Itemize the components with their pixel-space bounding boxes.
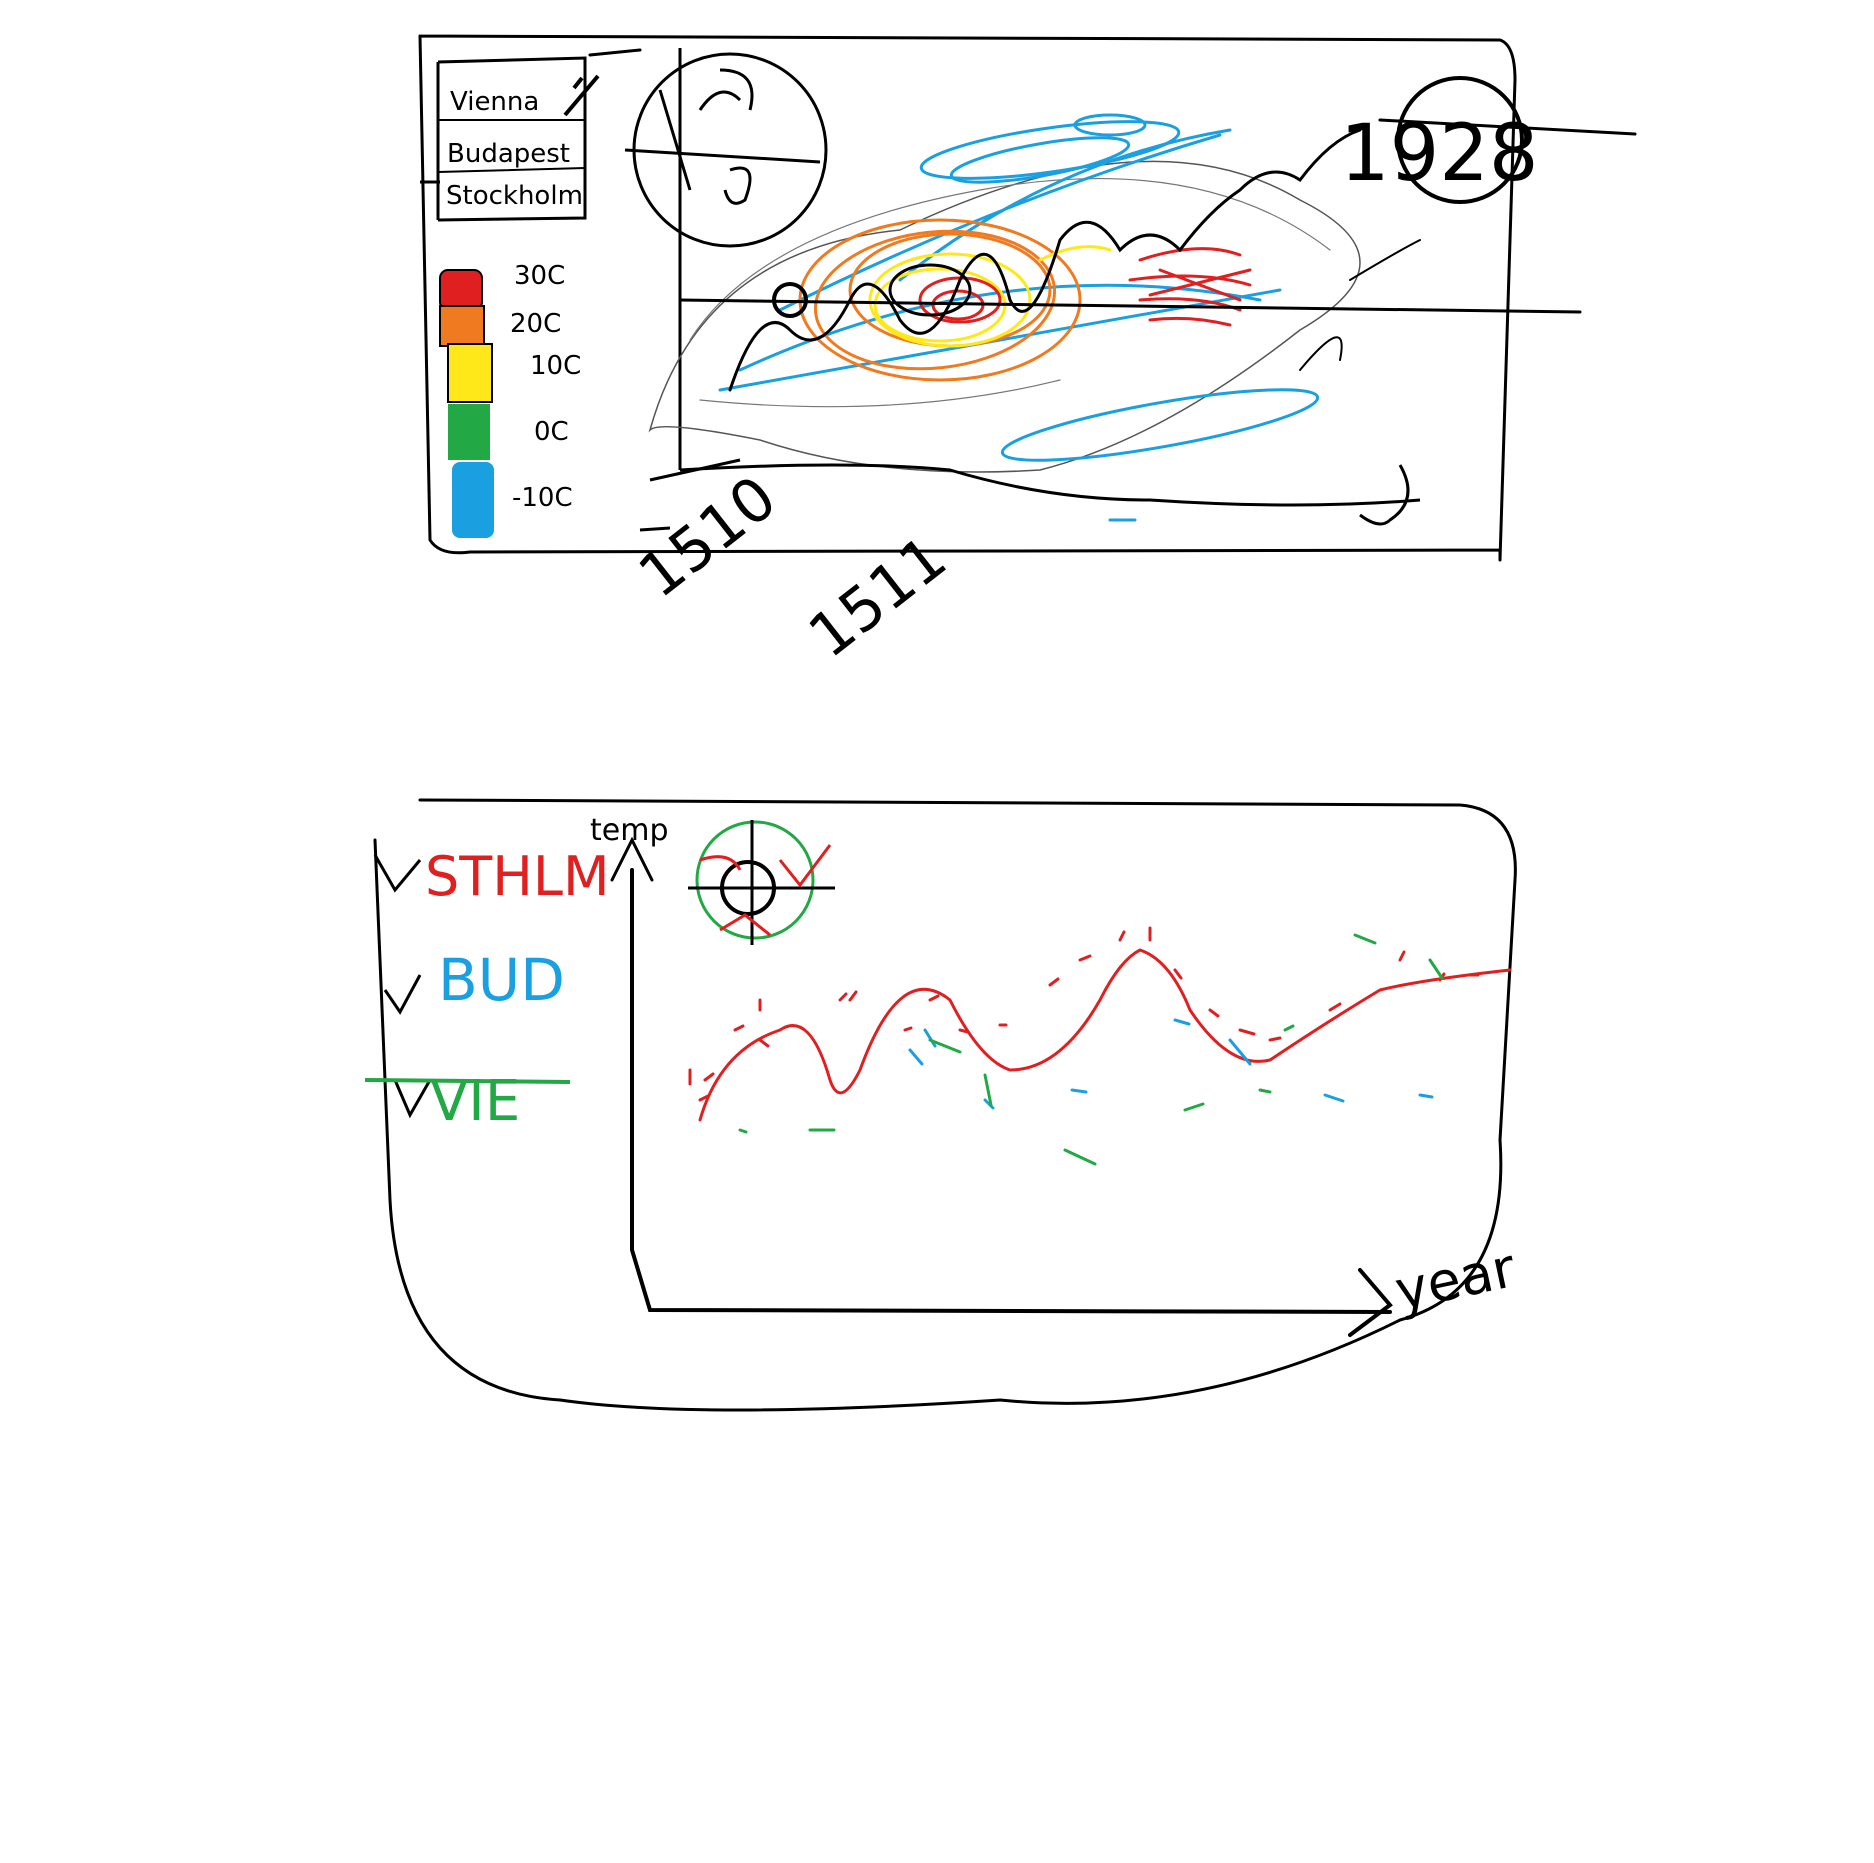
y-axis-label: temp	[590, 813, 669, 848]
scale-swatch-green	[448, 404, 490, 460]
year-end-label: 1928	[1340, 109, 1539, 199]
scale-label: 30C	[514, 261, 565, 291]
top-panel	[418, 34, 1637, 562]
temp-scale: 30C 20C 10C 0C -10C	[439, 261, 581, 538]
series-legend: STHLM BUD VIE	[364, 845, 610, 1134]
scale-swatch-orange	[439, 305, 485, 347]
legend-checkbox[interactable]	[383, 974, 422, 1015]
compass-icon[interactable]	[624, 48, 828, 470]
top-panel-frame	[418, 34, 1517, 562]
legend-label-bud[interactable]: BUD	[438, 946, 565, 1014]
scale-label: 20C	[510, 309, 561, 339]
city-item[interactable]: Stockholm	[446, 181, 583, 211]
globe-icon[interactable]	[688, 820, 835, 945]
plot-area	[688, 926, 1512, 1166]
scale-label: -10C	[512, 483, 573, 513]
series-line-sthlm	[698, 948, 1512, 1122]
slider-arrow[interactable]	[1359, 464, 1410, 526]
year-second-label: 1511	[796, 523, 959, 672]
chart-axes	[610, 836, 1393, 1337]
scale-label: 10C	[530, 351, 581, 381]
legend-checkbox[interactable]	[373, 854, 422, 893]
scale-swatch-red	[439, 269, 483, 311]
city-item[interactable]: Vienna	[450, 87, 539, 117]
legend-label-sthlm[interactable]: STHLM	[425, 845, 610, 908]
bottom-panel-frame	[373, 798, 1517, 1412]
scale-swatch-yellow	[447, 343, 493, 403]
close-icon[interactable]	[563, 74, 600, 117]
bottom-panel	[373, 798, 1517, 1412]
year-start-label: 1510	[626, 463, 789, 612]
year-end-bubble	[1396, 76, 1524, 204]
legend-checkbox[interactable]	[393, 1079, 432, 1119]
city-item[interactable]: Budapest	[447, 139, 570, 169]
year-slider[interactable]	[639, 76, 1524, 532]
scale-label: 0C	[534, 417, 569, 447]
map-heat-area	[648, 113, 1582, 522]
slider-track[interactable]	[679, 463, 1421, 507]
city-list[interactable]: Vienna Budapest Stockholm	[420, 56, 600, 222]
scale-swatch-blue	[452, 462, 494, 538]
legend-label-vie[interactable]: VIE	[430, 1069, 520, 1134]
x-axis-label: year	[1390, 1236, 1522, 1323]
